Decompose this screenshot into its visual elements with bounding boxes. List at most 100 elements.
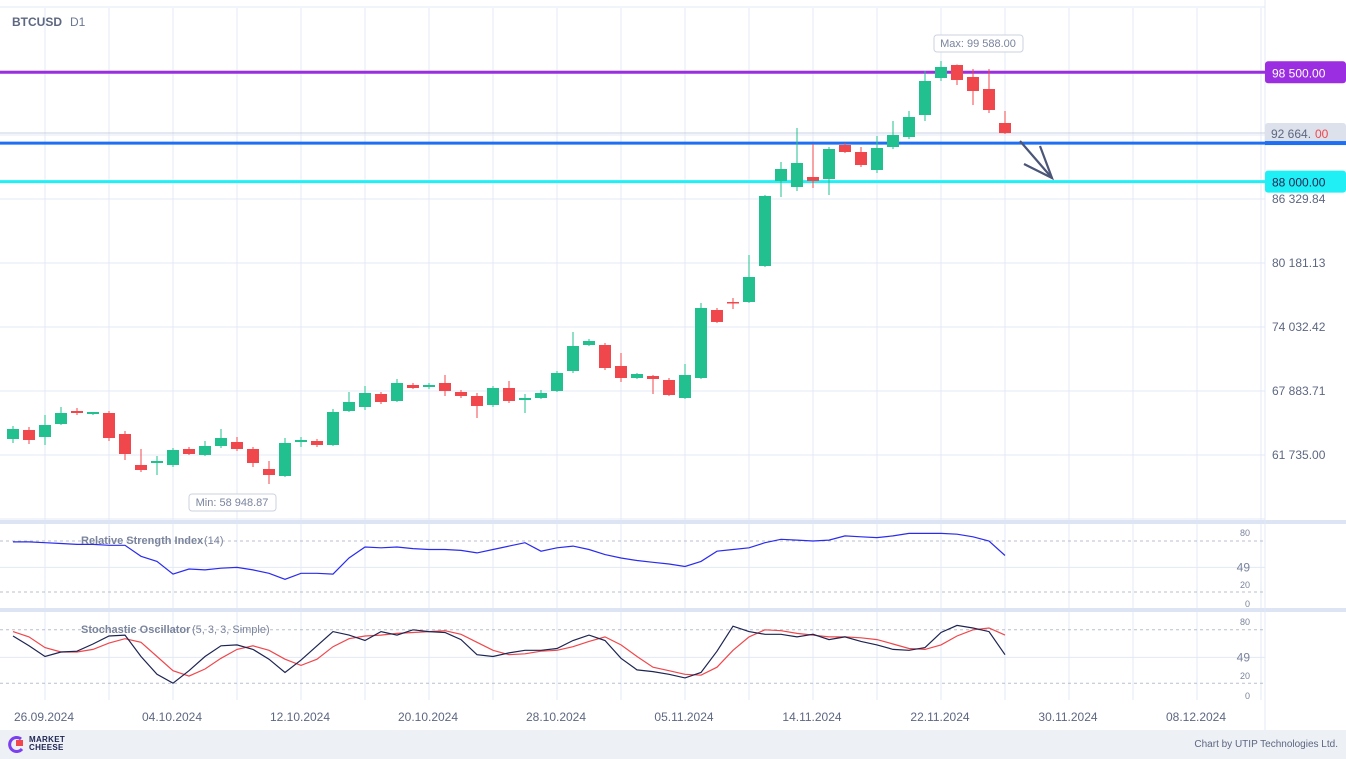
candle-up — [887, 134, 899, 147]
current-price-badge — [1265, 123, 1346, 146]
pane-separator — [0, 608, 1346, 612]
candle-up — [151, 460, 163, 463]
price-tick: 61 735.00 — [1272, 448, 1326, 462]
rsi-tick: 49 — [1237, 560, 1251, 574]
stochastic-tick: 80 — [1240, 617, 1250, 627]
date-tick: 08.12.2024 — [1166, 710, 1226, 724]
price-tick: 80 181.13 — [1272, 256, 1326, 270]
candle-up — [871, 147, 883, 170]
level-badge — [1265, 61, 1346, 84]
stochastic-tick: 20 — [1240, 671, 1250, 681]
candle-up — [775, 169, 787, 182]
footer: MARKET CHEESE Chart by UTIP Technologies … — [0, 730, 1346, 759]
candle-up — [359, 392, 371, 407]
grid — [0, 0, 1346, 730]
candle-down — [599, 344, 611, 369]
stochastic-params: (5, 3, 3, Simple) — [192, 624, 270, 636]
axes: 86 329.84 80 181.13 74 032.42 67 883.71 61 7… — [14, 34, 1326, 724]
date-tick: 14.11.2024 — [782, 710, 841, 724]
candle-down — [503, 387, 515, 401]
price-tick: 74 032.42 — [1272, 320, 1326, 334]
price-tick: 86 329.84 — [1272, 192, 1326, 206]
candle-down — [247, 448, 259, 463]
stoch-d-line — [12, 627, 1006, 677]
candle-up — [551, 372, 563, 391]
candle-down — [103, 412, 115, 439]
date-tick: 20.10.2024 — [398, 710, 458, 724]
trend-arrow-icon — [1019, 140, 1055, 181]
candle-down — [711, 310, 723, 322]
candle-up — [343, 401, 355, 412]
max-label: Max: 99 588.00 — [940, 38, 1016, 50]
candle-down — [263, 469, 275, 475]
candles — [7, 60, 1011, 484]
candle-up — [327, 412, 339, 445]
candle-up — [679, 374, 691, 398]
level-label: 88 000.00 — [1272, 176, 1326, 190]
candle-up — [935, 66, 947, 78]
stochastic-title: Stochastic Oscillator — [81, 624, 191, 636]
max-label-box — [933, 34, 1024, 53]
rsi-line — [13, 532, 1006, 580]
candle-down — [375, 394, 387, 402]
candle-down — [471, 396, 483, 406]
candle-down — [727, 301, 739, 304]
rsi-title: Relative Strength Index — [81, 535, 204, 547]
candle-up — [919, 81, 931, 115]
candle-down — [439, 383, 451, 391]
candle-up — [823, 148, 835, 180]
candle-up — [215, 438, 227, 446]
symbol: BTCUSD — [12, 15, 62, 29]
candle-down — [855, 152, 867, 166]
candle-up — [167, 449, 179, 465]
rsi-tick: 0 — [1245, 599, 1250, 609]
candle-up — [199, 445, 211, 455]
candle-up — [759, 195, 771, 267]
blue-level-badge — [1265, 141, 1346, 146]
candle-up — [87, 412, 99, 414]
candle-down — [23, 429, 35, 441]
candle-up — [743, 276, 755, 302]
candle-up — [519, 397, 531, 400]
candle-down — [455, 391, 467, 397]
price-tick: 67 883.71 — [1272, 384, 1326, 398]
candle-down — [663, 380, 675, 396]
chart[interactable]: 92 664. 00 98 500.00 88 000.00 80 49 20 0 Relat… — [0, 0, 1346, 730]
date-tick: 30.11.2024 — [1038, 710, 1097, 724]
date-tick: 04.10.2024 — [142, 710, 202, 724]
date-tick: 05.11.2024 — [654, 710, 713, 724]
price-levels: 92 664. 00 98 500.00 88 000.00 — [0, 61, 1346, 193]
date-tick: 26.09.2024 — [14, 710, 74, 724]
candle-down — [807, 177, 819, 182]
candle-up — [55, 412, 67, 425]
candle-down — [135, 464, 147, 470]
candle-down — [839, 144, 851, 153]
candle-up — [279, 442, 291, 476]
candle-down — [183, 448, 195, 455]
chart-title: BTCUSD D1 — [12, 15, 85, 29]
candle-up — [903, 116, 915, 138]
chart-credit: Chart by UTIP Technologies Ltd. — [1194, 739, 1338, 750]
rsi-tick: 80 — [1240, 528, 1250, 538]
candle-down — [999, 123, 1011, 134]
candle-up — [631, 373, 643, 378]
logo-icon — [8, 736, 24, 753]
candle-up — [791, 162, 803, 187]
market-cheese-logo: MARKET CHEESE — [8, 735, 65, 753]
stochastic-tick: 49 — [1237, 650, 1251, 664]
candle-up — [295, 440, 307, 442]
date-tick: 12.10.2024 — [270, 710, 330, 724]
candle-up — [567, 345, 579, 371]
date-tick: 22.11.2024 — [910, 710, 969, 724]
rsi-tick: 20 — [1240, 580, 1250, 590]
candle-up — [423, 384, 435, 387]
candle-down — [951, 64, 963, 80]
candle-up — [695, 307, 707, 378]
stochastic-tick: 0 — [1245, 691, 1250, 701]
current-price-cents: 00 — [1315, 127, 1329, 141]
level-label: 98 500.00 — [1272, 66, 1326, 80]
candle-down — [407, 384, 419, 388]
candle-up — [39, 425, 51, 437]
candle-down — [967, 76, 979, 92]
candle-up — [7, 428, 19, 440]
